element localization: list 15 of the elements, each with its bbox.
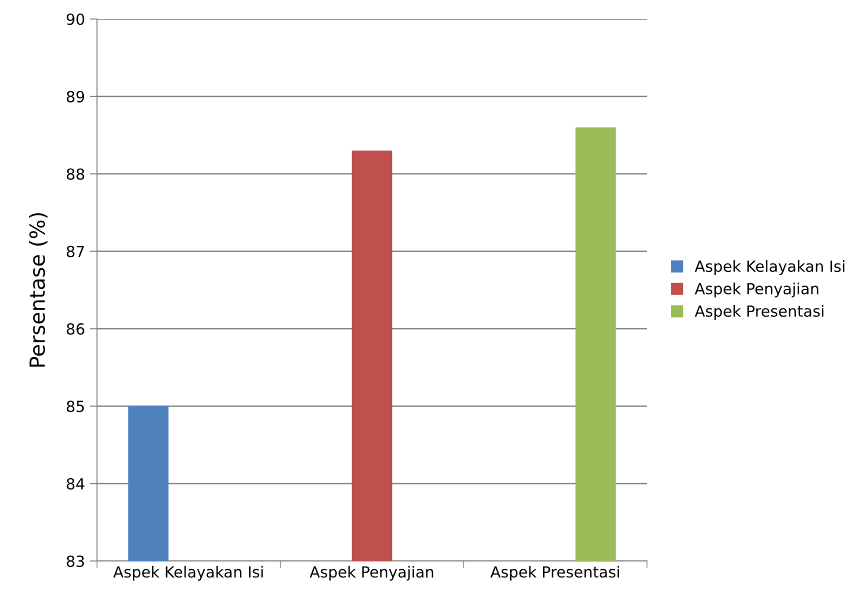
y-tick-label: 89: [66, 90, 84, 102]
x-tick-label: Aspek Kelayakan Isi: [113, 566, 263, 581]
y-tick-label: 84: [66, 478, 84, 490]
y-tick-label: 85: [66, 400, 84, 412]
legend-label: Aspek Presentasi: [694, 305, 824, 320]
x-tick-label: Aspek Penyajian: [310, 566, 434, 581]
y-tick-label: 87: [66, 246, 84, 258]
x-tick-label: Aspek Presentasi: [490, 566, 619, 581]
y-tick-label: 90: [66, 13, 84, 26]
legend-label: Aspek Penyajian: [694, 282, 818, 298]
y-tick-label: 83: [66, 555, 84, 568]
legend-label: Aspek Kelayakan Isi: [694, 260, 844, 275]
y-tick-label: 88: [66, 168, 84, 180]
y-axis-title: Persentase (%): [28, 213, 48, 367]
y-tick-label: 86: [66, 323, 84, 335]
